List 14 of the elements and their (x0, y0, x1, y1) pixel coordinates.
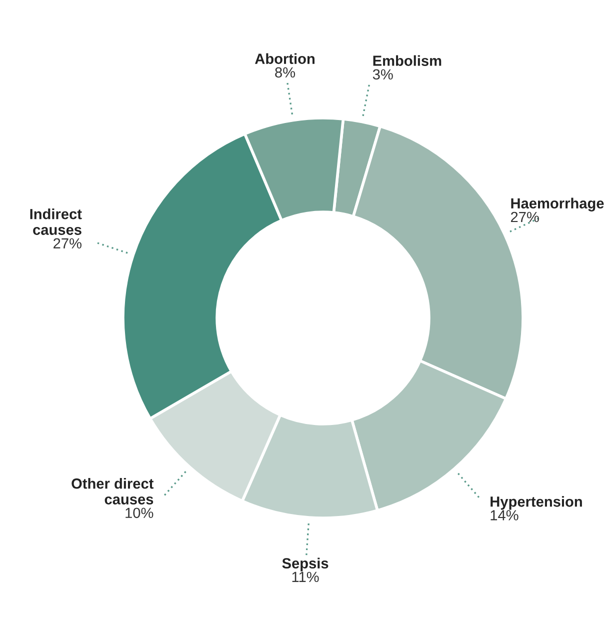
data-label: 27% (510, 212, 539, 222)
slice-label: Hypertension (490, 496, 582, 510)
slice-label: Abortion (255, 53, 314, 64)
data-label: 27% (54, 238, 82, 248)
data-label: 10% (126, 508, 154, 518)
data-label: 11% (292, 572, 319, 582)
slice-label: Other direct causes (72, 478, 154, 504)
data-label: 3% (372, 69, 393, 80)
slice-label: Embolism (373, 55, 442, 66)
slice-label: Indirect causes (30, 208, 82, 235)
slice-label: Sepsis (282, 558, 328, 572)
data-label: 14% (490, 510, 518, 520)
data-label: 8% (275, 67, 296, 78)
slice-label: Haemorrhage (511, 198, 604, 212)
